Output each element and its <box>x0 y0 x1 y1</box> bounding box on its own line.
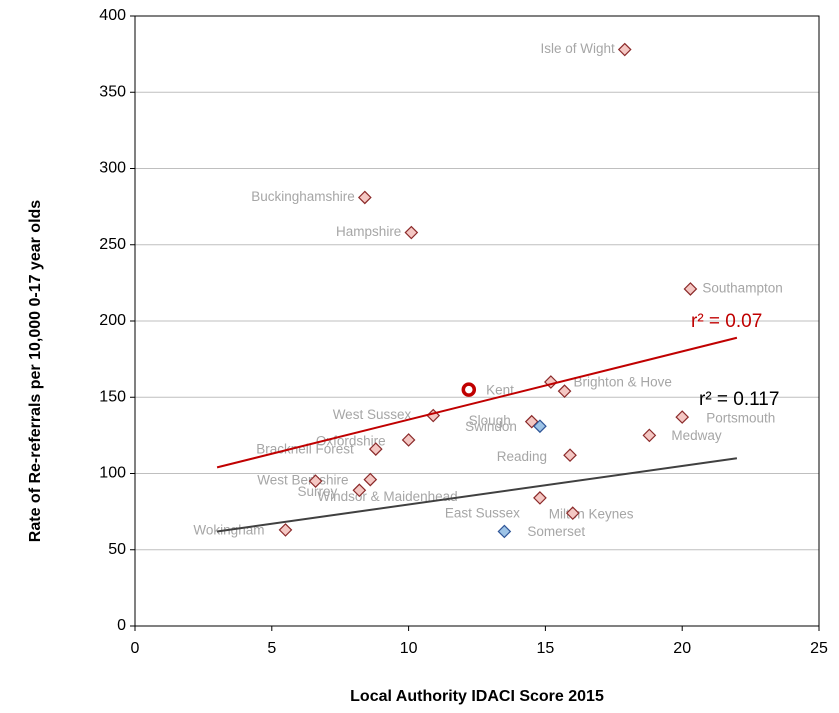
plot-frame <box>134 15 820 627</box>
point <box>368 442 383 456</box>
point <box>533 491 547 505</box>
trend-line <box>216 336 738 469</box>
point <box>557 384 572 398</box>
trend-line <box>216 457 738 533</box>
point <box>357 190 372 205</box>
x-axis-title: Local Authority IDACI Score 2015 <box>350 688 604 705</box>
point-label: East Sussex <box>445 505 520 520</box>
point-label: West Sussex <box>333 407 412 422</box>
x-tick-label: 10 <box>400 640 418 657</box>
y-tick-label: 50 <box>108 541 126 558</box>
x-tick-label: 20 <box>673 640 691 657</box>
point-label: Isle of Wight <box>540 41 615 56</box>
point-label: Oxfordshire <box>316 434 386 449</box>
point <box>404 225 419 240</box>
point <box>563 448 577 463</box>
point <box>683 282 698 296</box>
y-axis-title: Rate of Re-referrals per 10,000 0-17 yea… <box>27 200 44 543</box>
y-tick-label: 200 <box>99 312 126 329</box>
point-label: Medway <box>671 428 722 443</box>
point <box>497 524 512 539</box>
point <box>642 428 657 443</box>
point-label: Windsor & Maidenhead <box>317 489 457 504</box>
point <box>565 506 580 520</box>
y-tick-label: 250 <box>99 236 126 253</box>
point-label: Brighton & Hove <box>574 375 672 390</box>
point-label: West Berkshire <box>257 473 348 488</box>
x-tick-label: 5 <box>267 640 276 657</box>
point <box>533 419 547 434</box>
y-tick-label: 0 <box>117 617 126 634</box>
point <box>352 483 367 498</box>
point <box>675 410 690 424</box>
point-label: Southampton <box>702 281 782 296</box>
y-tick-label: 150 <box>99 388 126 405</box>
point <box>401 433 416 447</box>
y-tick-label: 100 <box>99 465 126 482</box>
point-label: Swindon <box>465 419 517 434</box>
point <box>363 472 378 487</box>
y-tick-label: 400 <box>99 7 126 24</box>
point-label: Slough <box>469 413 511 428</box>
y-tick-label: 300 <box>99 160 126 177</box>
point-label: Buckinghamshire <box>251 189 355 204</box>
r-squared-label: r² = 0.07 <box>691 311 762 332</box>
point-label: Portsmouth <box>706 411 775 426</box>
y-tick-label: 350 <box>99 83 126 100</box>
point-label: Bracknell Forest <box>256 442 354 457</box>
x-tick-label: 0 <box>131 640 140 657</box>
point <box>308 474 323 488</box>
point-label: Kent <box>486 383 514 398</box>
point <box>617 42 632 57</box>
x-tick-label: 15 <box>537 640 555 657</box>
point-label: Surrey <box>298 484 338 499</box>
highlight-point <box>461 382 477 397</box>
r-squared-label: r² = 0.117 <box>699 389 779 410</box>
point-label: Hampshire <box>336 224 401 239</box>
point-label: Milton Keynes <box>549 507 634 522</box>
point-label: Reading <box>497 449 547 464</box>
x-tick-label: 25 <box>810 640 828 657</box>
point-label: Somerset <box>527 524 585 539</box>
point <box>278 523 293 537</box>
